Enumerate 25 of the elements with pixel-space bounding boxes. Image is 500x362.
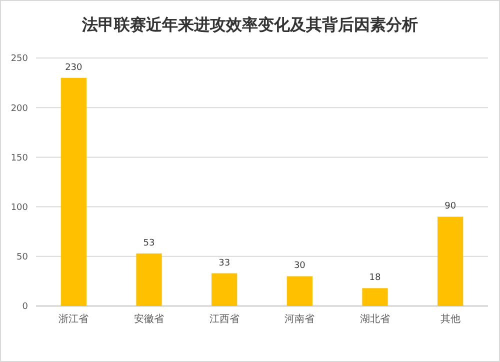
y-tick-label: 250 [10,54,28,64]
x-tick-label: 河南省 [284,313,315,325]
chart-title: 法甲联赛近年来进攻效率变化及其背后因素分析 [81,15,418,34]
y-tick-label: 200 [10,104,28,114]
data-label: 230 [65,62,83,73]
bar [438,216,464,306]
data-label: 33 [218,258,230,268]
bar [286,276,312,306]
bar [60,78,86,306]
x-tick-label: 其他 [440,313,460,325]
x-tick-label: 江西省 [209,313,240,325]
bar [212,273,238,306]
bar [136,253,162,306]
data-label: 30 [294,261,306,272]
bar [362,288,388,306]
data-label: 53 [143,238,155,248]
y-tick-label: 0 [22,302,28,312]
y-tick-label: 150 [10,153,28,164]
data-label: 18 [369,273,381,284]
x-tick-label: 湖北省 [360,313,390,325]
y-tick-label: 100 [10,202,28,213]
data-label: 90 [444,202,456,212]
y-tick-label: 50 [16,252,28,263]
x-tick-label: 浙江省 [58,313,89,325]
x-tick-label: 安徽省 [134,313,164,325]
